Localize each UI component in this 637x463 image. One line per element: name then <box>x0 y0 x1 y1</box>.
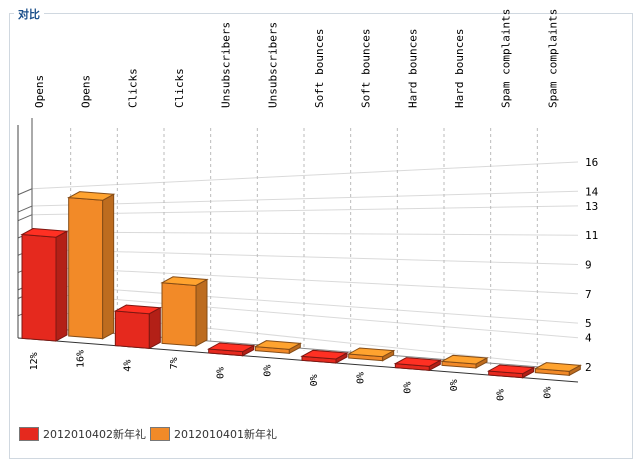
bar-top-1-1 <box>113 304 163 315</box>
legend: 2012010402新年礼 2012010401新年礼 <box>19 426 281 442</box>
category-label: Spam complaints <box>500 9 513 108</box>
category-label: Unsubscribers <box>220 22 233 108</box>
legend-swatch-series-2 <box>150 427 170 441</box>
gridline-11 <box>31 231 579 236</box>
category-label: Soft bounces <box>360 29 373 108</box>
bar-top-1-5 <box>486 364 536 375</box>
bar-1-0 <box>21 234 57 342</box>
category-label: Clicks <box>173 68 186 108</box>
value-label: 4% <box>122 360 133 372</box>
y-tick-label: 11 <box>585 229 598 242</box>
category-label: Hard bounces <box>453 29 466 108</box>
legend-label-series-1: 2012010402新年礼 <box>43 428 146 441</box>
bar-top-2-3 <box>346 347 396 358</box>
y-tick-label: 9 <box>585 259 592 272</box>
bar-side-1-0 <box>55 230 68 342</box>
y-tick-label: 7 <box>585 288 592 301</box>
bar-top-2-1 <box>160 276 209 286</box>
value-label: 0% <box>262 365 273 377</box>
legend-label-series-2: 2012010401新年礼 <box>174 428 277 441</box>
bar-2-0 <box>68 197 104 340</box>
gridline-9 <box>31 248 579 265</box>
gridline-5 <box>31 283 579 324</box>
bar-top-2-2 <box>253 340 303 350</box>
category-label: Unsubscribers <box>266 22 279 108</box>
bar-top-1-0 <box>20 228 69 238</box>
wall-tick-14 <box>17 205 33 213</box>
bar-top-1-2 <box>206 342 256 353</box>
legend-item-series-1: 2012010402新年礼 <box>19 426 146 442</box>
gridline-4 <box>31 292 579 339</box>
bar-top-2-4 <box>440 354 489 365</box>
bar-side-1-1 <box>148 306 161 350</box>
wall-tick-16 <box>17 188 33 196</box>
bar-top-2-5 <box>533 362 583 372</box>
category-label: Opens <box>33 75 46 108</box>
category-label: Spam complaints <box>546 9 559 108</box>
bar-side-2-1 <box>195 278 208 347</box>
value-label: 0% <box>356 372 367 384</box>
floor-back-edge <box>31 326 579 371</box>
value-label: 0% <box>309 374 320 386</box>
value-label: 12% <box>29 352 40 370</box>
value-label: 0% <box>496 389 507 401</box>
y-tick-label: 13 <box>585 200 598 213</box>
legend-item-series-2: 2012010401新年礼 <box>150 426 277 442</box>
y-tick-label: 14 <box>585 185 599 198</box>
y-tick-label: 2 <box>585 361 592 374</box>
legend-swatch-series-1 <box>19 427 39 441</box>
category-label: Opens <box>80 75 93 108</box>
y-tick-label: 5 <box>585 317 592 330</box>
value-label: 0% <box>402 382 413 394</box>
bar-side-2-0 <box>102 193 115 340</box>
category-label: Clicks <box>126 68 139 108</box>
bar-top-1-3 <box>300 349 349 360</box>
floor-front-edge <box>17 337 579 383</box>
bar-top-1-4 <box>393 357 443 367</box>
panel-title: 对比 <box>14 6 44 22</box>
bar-2-1 <box>161 282 197 347</box>
gridline-16 <box>31 161 579 190</box>
value-label: 0% <box>216 367 227 379</box>
gridline-13 <box>31 205 579 216</box>
category-label: Soft bounces <box>313 29 326 108</box>
value-label: 0% <box>542 387 553 399</box>
value-label: 7% <box>169 357 180 369</box>
y-tick-label: 16 <box>585 156 598 169</box>
wall-tick-13 <box>17 214 33 222</box>
value-label: 16% <box>76 350 87 368</box>
category-label: Hard bounces <box>406 29 419 108</box>
value-label: 0% <box>449 379 460 391</box>
gridline-14 <box>31 190 579 207</box>
bar-1-1 <box>114 310 150 349</box>
y-tick-label: 4 <box>585 332 592 345</box>
gridline-7 <box>31 266 579 295</box>
bar-top-2-0 <box>66 191 116 201</box>
